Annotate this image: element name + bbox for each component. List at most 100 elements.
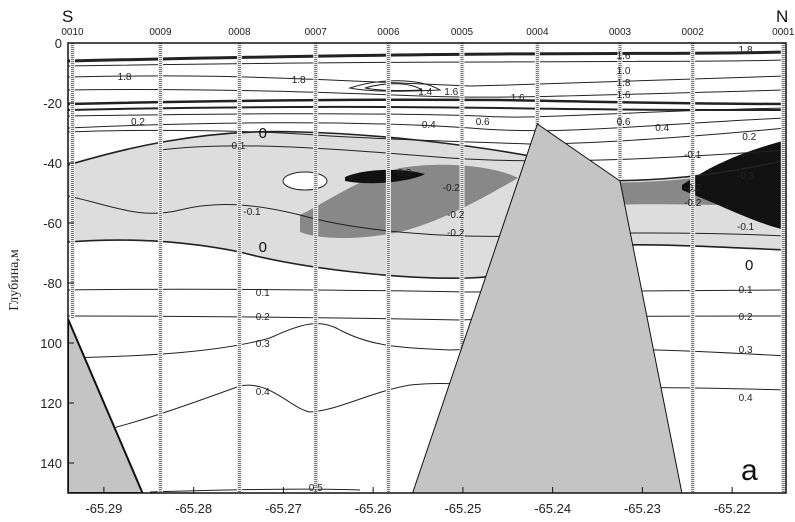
contour-label: 0.4: [655, 123, 669, 134]
station-label: 0002: [682, 27, 705, 38]
isotherm-thermocline-1: [68, 98, 786, 106]
station-label: 0006: [377, 27, 400, 38]
contour-label: 0.1: [739, 285, 753, 296]
station-profile-band: [617, 43, 623, 178]
contour-label: 1.6: [617, 90, 631, 101]
x-tick-label: -65.26: [355, 501, 392, 516]
station-label: 0008: [228, 27, 251, 38]
zero-contour-labels: 0 0 0: [259, 125, 754, 274]
contour-label: -0.2: [447, 228, 465, 239]
contour-label: 0.4: [256, 387, 270, 398]
contour-label: 1.6: [444, 87, 458, 98]
x-tick-label: -65.24: [534, 501, 571, 516]
isotherm-1-4: [364, 83, 424, 92]
y-axis-ticks: 0 -20 -40 -60 -80 100 120 140: [40, 36, 74, 471]
contour-label: 1.6: [617, 51, 631, 62]
isotherm-minus-0-1-bottom: [68, 195, 786, 237]
plot-frame: [67, 42, 787, 494]
contour-label: 0.2: [742, 132, 756, 143]
station-label: 0005: [451, 27, 474, 38]
direction-north-label: N: [776, 7, 788, 26]
contour-label: -0.3: [394, 168, 412, 179]
contour-label: -0.1: [737, 222, 755, 233]
bottom-central-ridge: [412, 123, 683, 493]
isotherm-1-8: [68, 75, 786, 87]
station-label: 0003: [609, 27, 632, 38]
contour-label: 1.0: [617, 66, 631, 77]
isotherm-0-2-deep: [68, 315, 786, 321]
direction-south-label: S: [62, 7, 73, 26]
contour-label: 0.6: [476, 117, 490, 128]
isotherm-1-6: [348, 80, 442, 92]
station-labels: 0010 0009 0008 0007 0006 0005 0004 0003 0002 0001: [61, 27, 795, 38]
isotherm-0-top: [68, 130, 786, 182]
x-tick-label: -65.23: [624, 501, 661, 516]
x-tick-label: -65.25: [444, 501, 481, 516]
isotherm-0-4-deep: [68, 382, 786, 441]
y-axis-label: Глубина,м: [7, 249, 22, 311]
y-tick-label: 0: [55, 36, 62, 51]
contour-label: 1.4: [418, 87, 432, 98]
x-axis-ticks: -65.29 -65.28 -65.27 -65.26 -65.25 -65.24 -65.…: [85, 487, 751, 516]
contour-label: 0.2: [739, 312, 753, 323]
station-label: 0009: [149, 27, 172, 38]
isotherm-0-6: [68, 107, 786, 118]
y-tick-label: -60: [43, 216, 62, 231]
station-label: 0007: [305, 27, 328, 38]
zone-below-minus-0-3: [345, 169, 425, 184]
contour-label: 1.8: [292, 75, 306, 86]
x-tick-label: -65.22: [714, 501, 751, 516]
x-tick-label: -65.27: [265, 501, 302, 516]
isotherm-0-bottom: [68, 239, 786, 280]
contour-label: 1.8: [617, 78, 631, 89]
contour-label: 0.2: [256, 312, 270, 323]
y-tick-label: 140: [40, 456, 62, 471]
y-tick-label: 120: [40, 396, 62, 411]
isotherm-minus-0-1-top: [159, 145, 786, 162]
contour-label: -0.3: [737, 171, 755, 182]
contour-labels: 1.61.81.8 1.81.01.81.4 1.6 1.61.60.2 0.4 0.6 0…: [118, 45, 757, 494]
contour-label: 0.6: [617, 117, 631, 128]
contour-label: 0.4: [422, 120, 436, 131]
contour-label: -0.1: [684, 150, 702, 161]
panel-label: a: [741, 454, 758, 487]
isotherm-surface-2: [68, 59, 786, 67]
y-tick-label: -40: [43, 156, 62, 171]
isotherm-surface-1: [68, 50, 786, 63]
bottom-left-slope: [68, 318, 144, 493]
contour-label: 0.5: [309, 483, 323, 494]
x-tick-label: -65.29: [85, 501, 122, 516]
zero-contour-label: 0: [259, 125, 267, 142]
y-tick-label: -20: [43, 96, 62, 111]
zero-contour-label: 0: [745, 257, 753, 274]
station-profiles: [69, 43, 786, 493]
contour-label: 1.6: [511, 93, 525, 104]
contour-label: 0.2: [131, 117, 145, 128]
isotherm-0-5: [149, 488, 361, 493]
isotherm-0-2: [68, 127, 786, 145]
contour-label: -0.2: [443, 183, 461, 194]
isotherm-0-1: [68, 288, 786, 293]
contour-label: 0.4: [739, 393, 753, 404]
contour-label: -0.2: [684, 198, 702, 209]
isotherm-thermocline-2: [68, 105, 786, 111]
contour-label: -0.1: [228, 141, 246, 152]
contour-label: -0.1: [243, 207, 261, 218]
shaded-zones: [68, 131, 786, 279]
station-label: 0010: [61, 27, 84, 38]
y-tick-label: 100: [40, 336, 62, 351]
warm-lens: [282, 171, 328, 191]
contour-label: 0.3: [739, 345, 753, 356]
contour-label: 0.1: [256, 288, 270, 299]
contour-label: 1.8: [739, 45, 753, 56]
bathymetry: [68, 123, 683, 493]
y-tick-label: -80: [43, 276, 62, 291]
contour-label: -0.2: [684, 183, 702, 194]
contour-label: -0.2: [447, 210, 465, 221]
contour-label: 0.3: [256, 339, 270, 350]
isotherm-0-3: [68, 323, 786, 359]
contour-label: 1.8: [118, 72, 132, 83]
station-label: 0001: [772, 27, 795, 38]
station-label: 0004: [526, 27, 549, 38]
